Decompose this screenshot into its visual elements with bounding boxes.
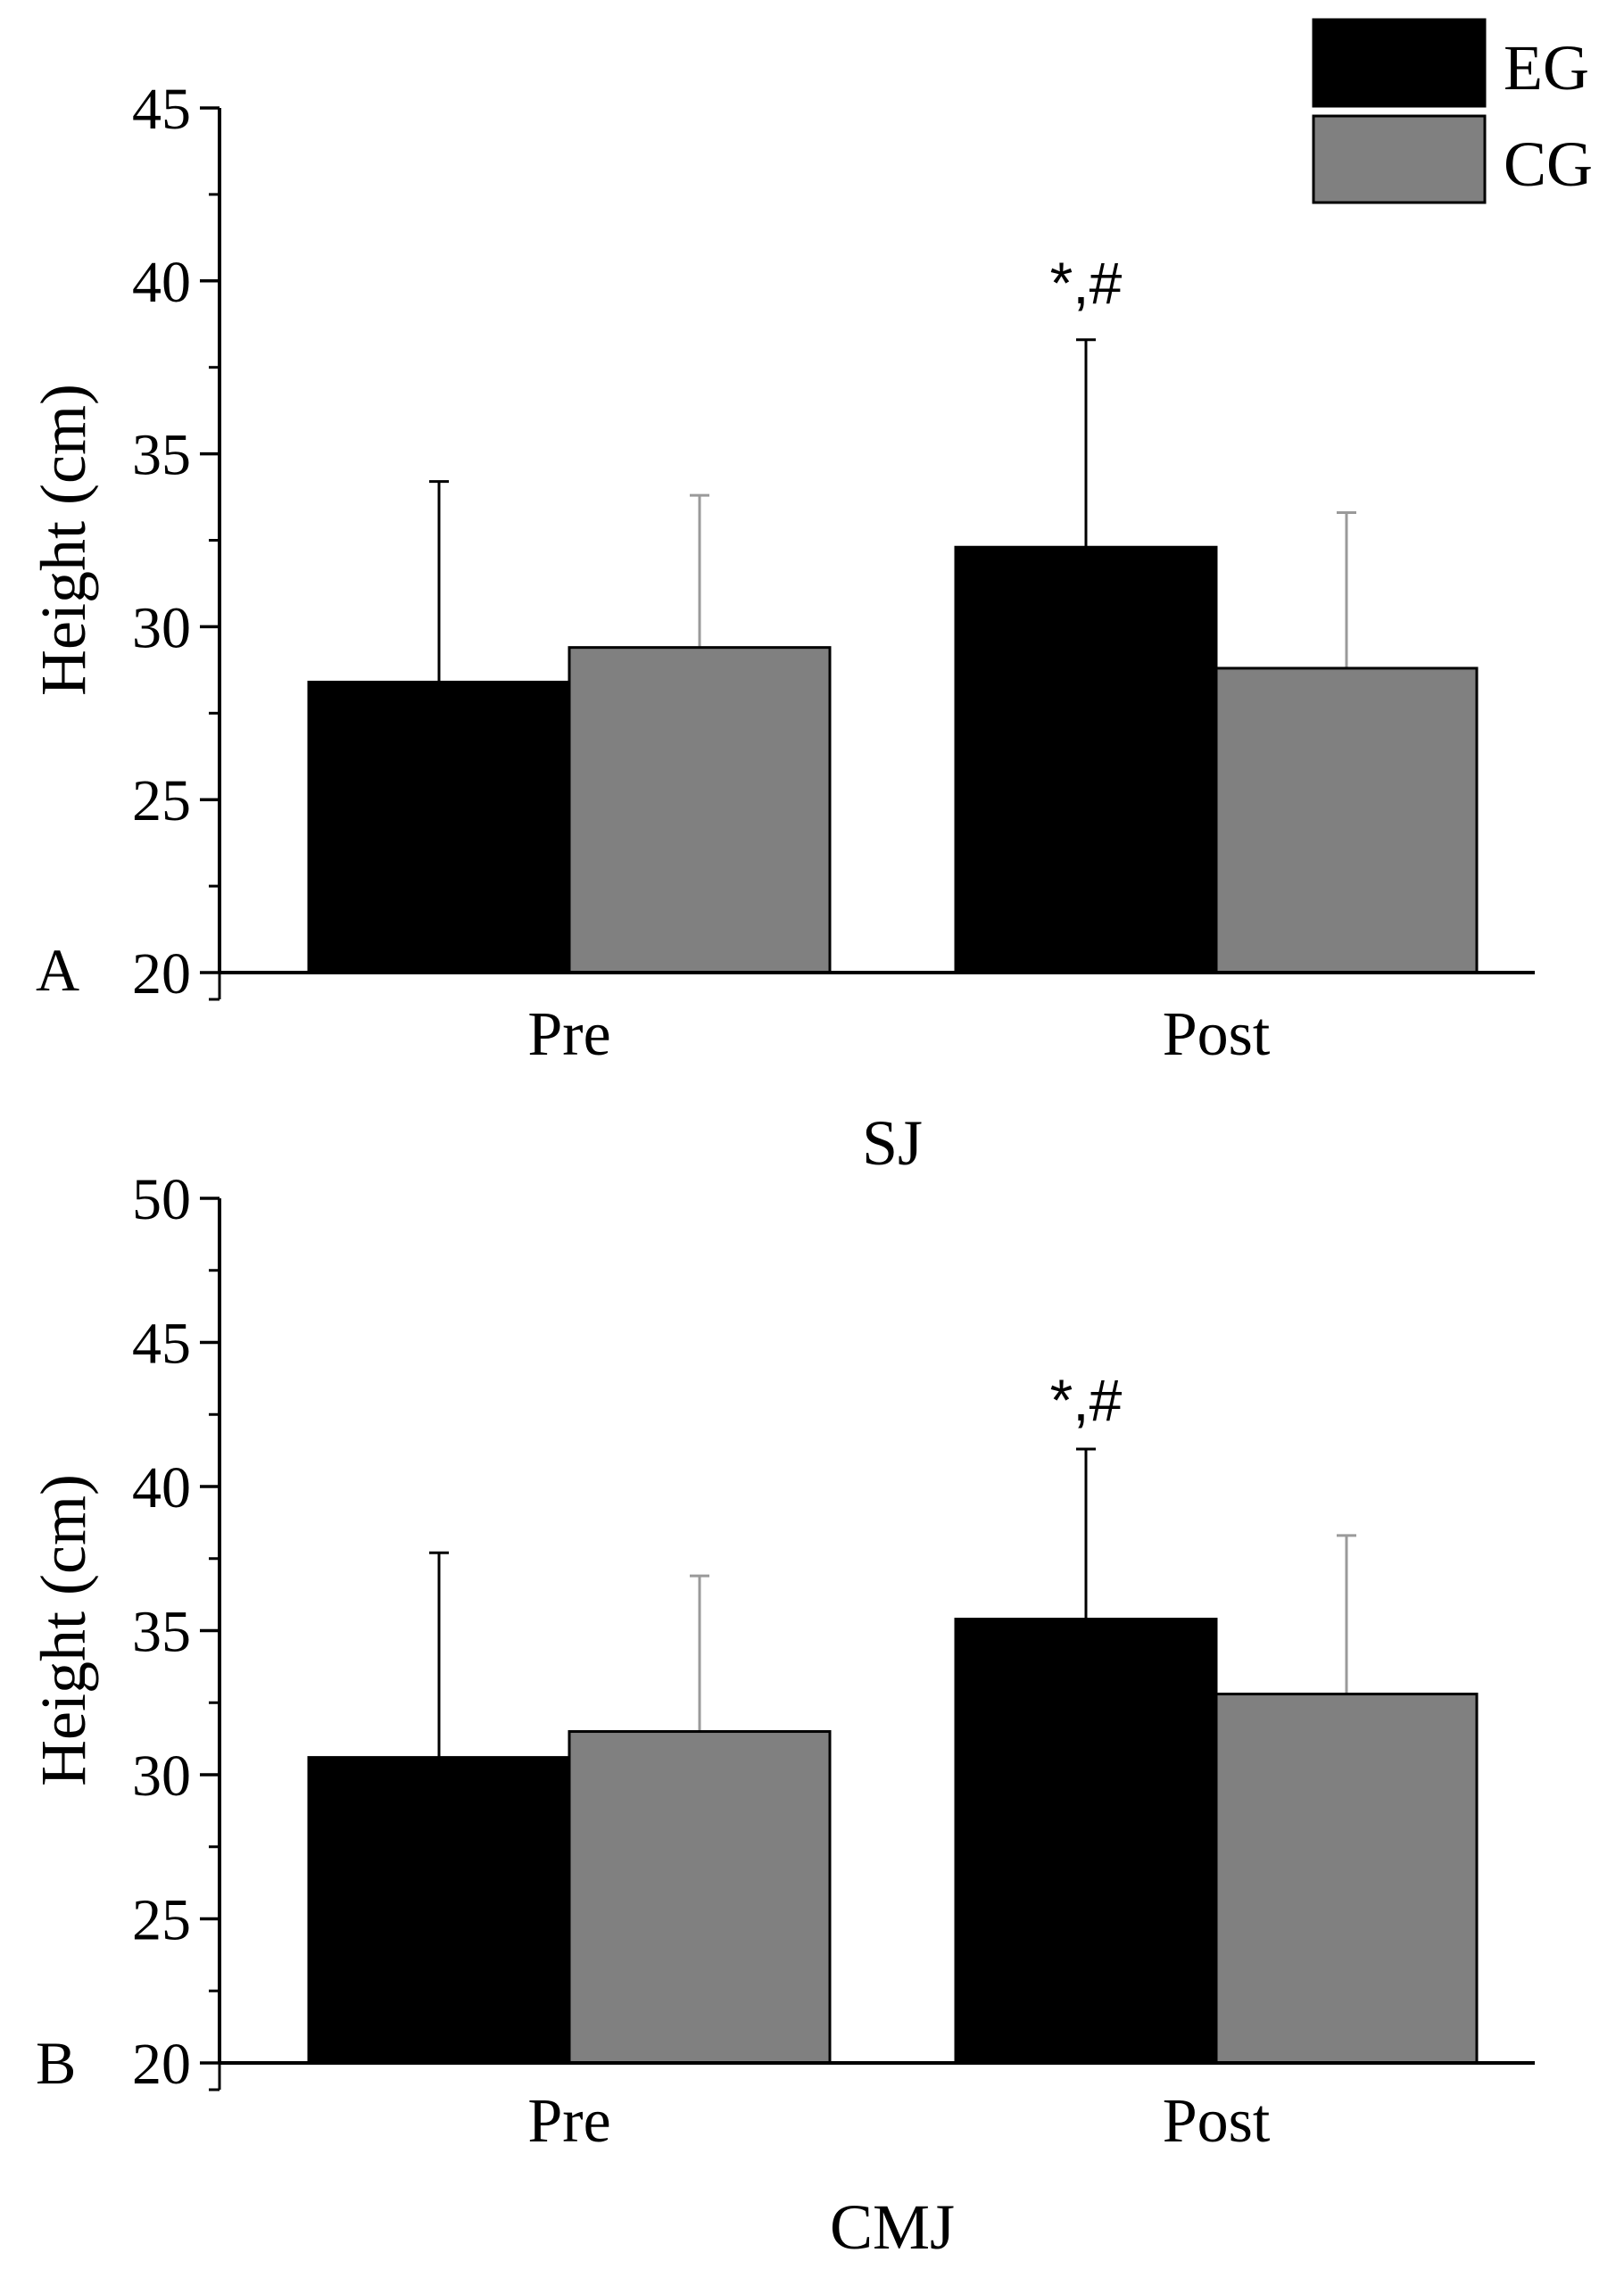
bar-cg-pre [568,646,832,974]
chart-sj: Pre Post 20 25 30 35 40 45 Height (cm) SJ A *,# [28,77,1535,1179]
y-tick-label: 35 [132,423,191,488]
legend-swatch-eg [1312,18,1487,108]
x-tick-label-pre: Pre [527,2087,610,2156]
y-tick-label: 30 [132,1743,191,1809]
bar-cg-post [1214,1693,1479,2065]
bar-eg-pre [307,1756,571,2065]
bar-cg-pre [568,1730,832,2065]
panel-label: B [36,2029,76,2097]
y-tick-label: 45 [132,77,191,142]
legend-label-eg: EG [1504,32,1589,104]
y-axis-title: Height (cm) [28,1474,99,1786]
legend-label-cg: CG [1504,128,1593,200]
y-tick-label: 30 [132,595,191,660]
y-axis-title: Height (cm) [28,384,99,696]
x-tick-label-post: Post [1163,2087,1271,2156]
x-axis-title: CMJ [830,2191,955,2263]
y-tick-label: 20 [132,2032,191,2097]
chart-cmj: Pre Post 20 25 30 35 40 45 50 Height (cm) CMJ B *,# [28,1167,1535,2263]
panel-label: A [36,936,79,1004]
bar-eg-post [954,1618,1218,2065]
y-tick-label: 40 [132,1455,191,1520]
y-tick-label: 50 [132,1167,191,1232]
significance-annotation: *,# [1050,250,1123,316]
legend-swatch-cg [1312,114,1487,204]
y-tick-label: 25 [132,768,191,833]
y-tick-label: 45 [132,1312,191,1377]
x-axis-title: SJ [862,1107,923,1179]
bar-eg-pre [307,680,571,974]
x-tick-label-post: Post [1163,1000,1271,1069]
y-tick-label: 40 [132,250,191,315]
x-tick-label-pre: Pre [527,1000,610,1069]
bar-cg-post [1214,667,1479,974]
legend: EG CG [1312,18,1593,204]
y-tick-label: 35 [132,1600,191,1665]
y-tick-label: 25 [132,1888,191,1953]
y-tick-label: 20 [132,941,191,1006]
significance-annotation: *,# [1050,1367,1123,1433]
bar-eg-post [954,545,1218,974]
